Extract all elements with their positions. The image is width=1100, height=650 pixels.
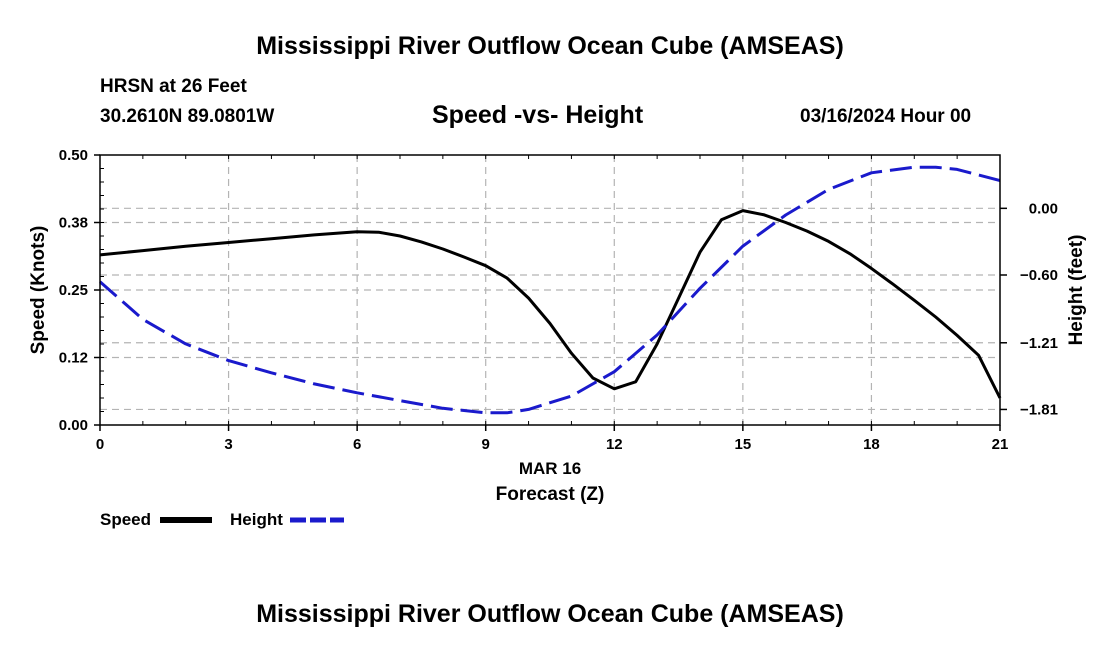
footer-title: Mississippi River Outflow Ocean Cube (AM… bbox=[256, 600, 844, 628]
y2-axis-label: Height (feet) bbox=[1066, 235, 1087, 346]
x-tick-label: 15 bbox=[735, 436, 752, 453]
y2-tick-label: 0.00 bbox=[1029, 200, 1058, 217]
x-tick-label: 6 bbox=[353, 436, 361, 453]
station-label: HRSN at 26 Feet bbox=[100, 76, 247, 97]
datetime-label: 03/16/2024 Hour 00 bbox=[800, 106, 972, 127]
x-tick-label: 18 bbox=[863, 436, 880, 453]
series-lines bbox=[99, 165, 1002, 415]
chart-title: Mississippi River Outflow Ocean Cube (AM… bbox=[256, 32, 844, 60]
height-series-line bbox=[99, 165, 1001, 415]
y2-tick-label: −1.21 bbox=[1020, 335, 1058, 352]
speed-series-line bbox=[99, 209, 1002, 399]
x-tick-label: 12 bbox=[606, 436, 623, 453]
x-tick-label: 3 bbox=[224, 436, 232, 453]
y-tick-label: 0.00 bbox=[59, 417, 88, 434]
x-axis-label: Forecast (Z) bbox=[496, 484, 605, 505]
legend-speed-swatch bbox=[160, 517, 212, 523]
x-tick-label: 21 bbox=[992, 436, 1009, 453]
x-axis-sublabel: MAR 16 bbox=[519, 459, 581, 478]
x-tick-label: 0 bbox=[96, 436, 104, 453]
plot-subtitle: Speed -vs- Height bbox=[432, 101, 644, 129]
y2-tick-label: −0.60 bbox=[1020, 267, 1058, 284]
axis-labels: 0 3 6 9 12 15 18 21 0.00 0.12 0.25 0.38 0.50 0.00 −0.6… bbox=[28, 147, 1087, 505]
axis-ticks bbox=[94, 154, 1007, 431]
legend-height-swatch bbox=[290, 517, 344, 523]
y-tick-label: 0.50 bbox=[59, 147, 88, 164]
legend-speed-label: Speed bbox=[100, 510, 152, 529]
legend-height-label: Height bbox=[230, 510, 283, 529]
y-tick-label: 0.38 bbox=[59, 215, 88, 232]
coordinates-label: 30.2610N 89.0801W bbox=[100, 106, 275, 127]
x-tick-label: 9 bbox=[482, 436, 490, 453]
y-tick-label: 0.25 bbox=[59, 282, 88, 299]
y-tick-label: 0.12 bbox=[59, 350, 88, 367]
y-axis-label: Speed (Knots) bbox=[28, 226, 49, 355]
grid-lines bbox=[100, 155, 1000, 425]
y2-tick-label: −1.81 bbox=[1020, 401, 1058, 418]
